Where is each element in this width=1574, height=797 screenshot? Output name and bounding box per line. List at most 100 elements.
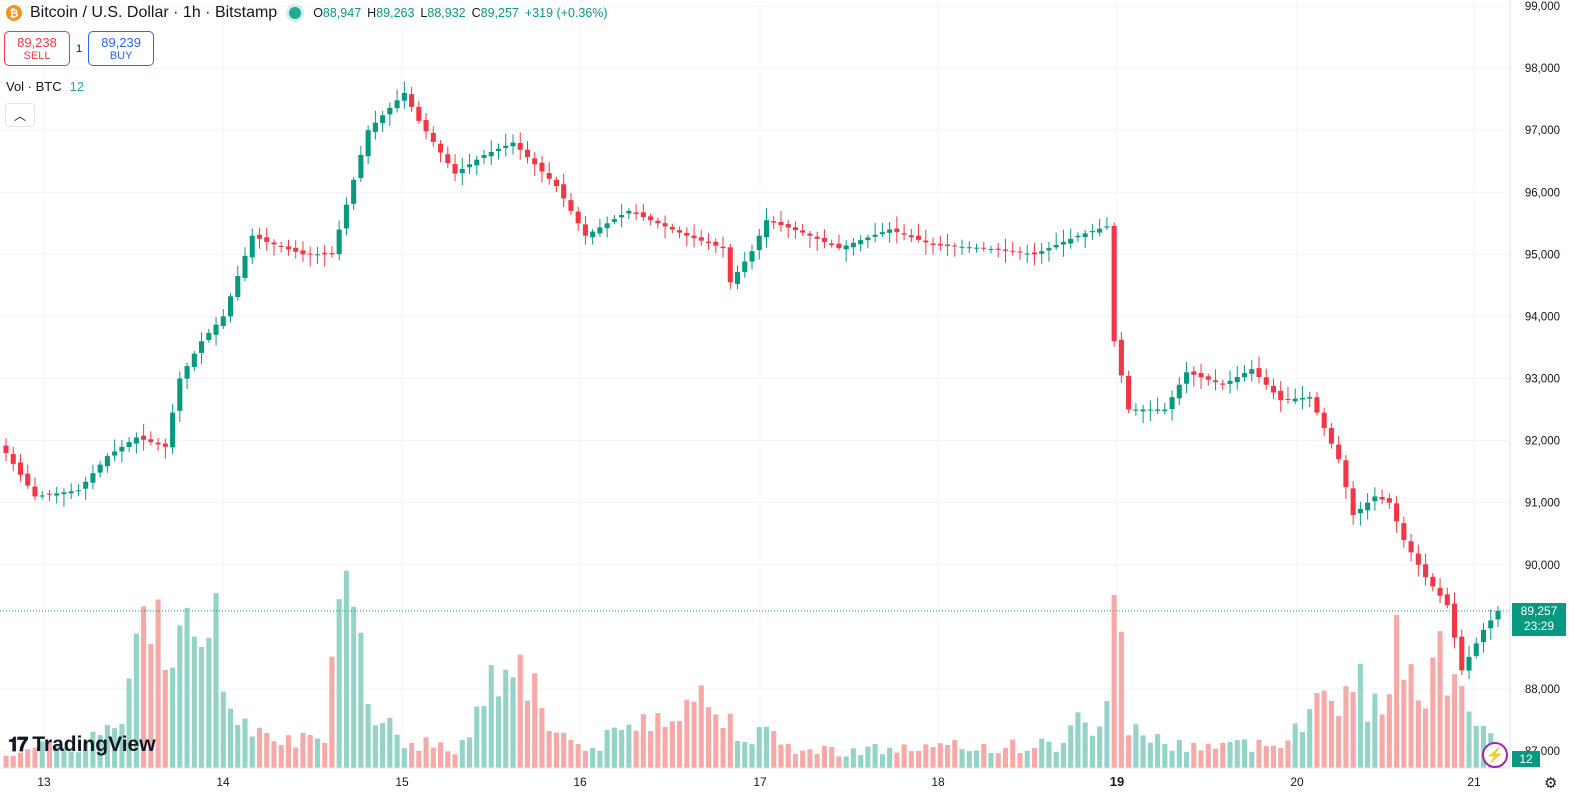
volume-bar bbox=[249, 736, 255, 768]
volume-bar bbox=[937, 743, 943, 768]
symbol-header: ₿ Bitcoin / U.S. Dollar · 1h · Bitstamp … bbox=[6, 4, 608, 22]
price-tick-label: 95,000 bbox=[1525, 249, 1560, 261]
volume-bar bbox=[503, 669, 509, 768]
volume-bar bbox=[858, 755, 864, 768]
volume-bar bbox=[1452, 674, 1458, 768]
volume-bar bbox=[1365, 721, 1371, 768]
candle-body bbox=[1155, 409, 1161, 411]
volume-bar bbox=[387, 717, 393, 768]
volume-bar bbox=[1031, 748, 1038, 768]
volume-bar bbox=[1270, 745, 1277, 768]
candle-body bbox=[1321, 412, 1327, 429]
high-value: H89,263 bbox=[367, 6, 415, 20]
lightning-icon[interactable]: ⚡ bbox=[1482, 742, 1508, 768]
volume-bar bbox=[430, 747, 436, 768]
settings-gear-icon[interactable]: ⚙ bbox=[1544, 775, 1558, 792]
candle-body bbox=[553, 179, 559, 187]
volume-bar bbox=[1176, 740, 1182, 768]
candle-body bbox=[83, 481, 89, 489]
collapse-legend-button[interactable]: ︿ bbox=[5, 103, 35, 127]
candle-body bbox=[1495, 610, 1501, 620]
volume-bar bbox=[199, 647, 205, 768]
volume-bar bbox=[409, 743, 415, 768]
volume-bar bbox=[372, 725, 378, 768]
candle-body bbox=[734, 271, 741, 284]
candle-body bbox=[1365, 502, 1371, 511]
candle-body bbox=[32, 486, 38, 497]
volume-bar bbox=[821, 745, 827, 768]
candle-body bbox=[1169, 397, 1175, 410]
candle-body bbox=[1299, 397, 1305, 400]
volume-bar bbox=[807, 749, 813, 768]
candle-body bbox=[184, 366, 190, 379]
candle-body bbox=[995, 248, 1001, 250]
candle-body bbox=[104, 456, 110, 467]
candle-body bbox=[1430, 576, 1436, 587]
volume-bar bbox=[698, 685, 704, 768]
volume-legend[interactable]: Vol · BTC 12 bbox=[6, 79, 84, 94]
bitcoin-icon[interactable]: ₿ bbox=[6, 5, 22, 21]
sell-button[interactable]: 89,238 SELL bbox=[4, 31, 70, 66]
volume-bar bbox=[1133, 724, 1139, 768]
volume-bar bbox=[648, 730, 654, 768]
candle-body bbox=[380, 115, 386, 124]
candle-body bbox=[452, 164, 458, 174]
grid-lines bbox=[0, 0, 1510, 768]
candle-body bbox=[372, 122, 378, 132]
tradingview-logo[interactable]: 𝟏𝟕 TradingView bbox=[8, 733, 156, 757]
volume-bar bbox=[908, 751, 914, 768]
symbol-title[interactable]: Bitcoin / U.S. Dollar · 1h · Bitstamp bbox=[30, 4, 278, 21]
candle-body bbox=[68, 491, 74, 494]
volume-bar bbox=[1162, 743, 1168, 768]
candle-body bbox=[3, 445, 9, 453]
volume-bar bbox=[966, 751, 972, 768]
candle-body bbox=[162, 443, 168, 447]
candle-body bbox=[829, 243, 835, 246]
volume-bar bbox=[1350, 692, 1356, 768]
candle-body bbox=[626, 210, 632, 214]
volume-bar bbox=[916, 750, 922, 768]
buy-button[interactable]: 89,239 BUY bbox=[88, 31, 155, 66]
candle-body bbox=[850, 242, 856, 248]
volume-bar bbox=[879, 754, 885, 768]
volume-bar bbox=[1321, 690, 1327, 768]
market-status-icon[interactable] bbox=[289, 7, 302, 19]
candle-body bbox=[264, 237, 270, 242]
candle-body bbox=[1118, 339, 1124, 376]
volume-bar bbox=[380, 723, 386, 768]
candle-body bbox=[539, 162, 545, 172]
close-value: C89,257 bbox=[471, 6, 519, 20]
volume-bar bbox=[322, 742, 328, 768]
candle-body bbox=[1488, 620, 1494, 629]
candle-body bbox=[561, 184, 567, 199]
candle-body bbox=[1031, 252, 1038, 255]
volume-bar bbox=[336, 599, 342, 768]
candle-body bbox=[336, 229, 342, 255]
volume-bar bbox=[227, 708, 234, 768]
candle-body bbox=[54, 493, 60, 496]
candle-body bbox=[1002, 249, 1009, 251]
volume-bar bbox=[640, 714, 646, 768]
volume-bar bbox=[68, 751, 74, 768]
price-tick-label: 90,000 bbox=[1525, 560, 1560, 572]
candle-body bbox=[604, 223, 610, 229]
volume-bar bbox=[1437, 631, 1443, 768]
volume-bar bbox=[452, 754, 458, 768]
volume-bar bbox=[264, 733, 270, 768]
volume-bar bbox=[75, 752, 81, 768]
candle-body bbox=[575, 211, 581, 224]
volume-bar bbox=[619, 730, 625, 768]
volume-bar bbox=[532, 673, 538, 768]
volume-bar bbox=[539, 708, 545, 768]
volume-bar bbox=[1205, 743, 1211, 768]
candle-body bbox=[988, 249, 994, 251]
tradingview-mark-icon: 𝟏𝟕 bbox=[8, 733, 28, 756]
candle-body bbox=[1133, 409, 1139, 411]
change-value: +319 (+0.36%) bbox=[524, 6, 608, 20]
volume-bar bbox=[25, 749, 31, 768]
time-tick-label: 15 bbox=[395, 775, 409, 789]
volume-bar bbox=[1140, 735, 1146, 768]
candle-body bbox=[792, 227, 798, 231]
volume-bar bbox=[713, 714, 719, 768]
